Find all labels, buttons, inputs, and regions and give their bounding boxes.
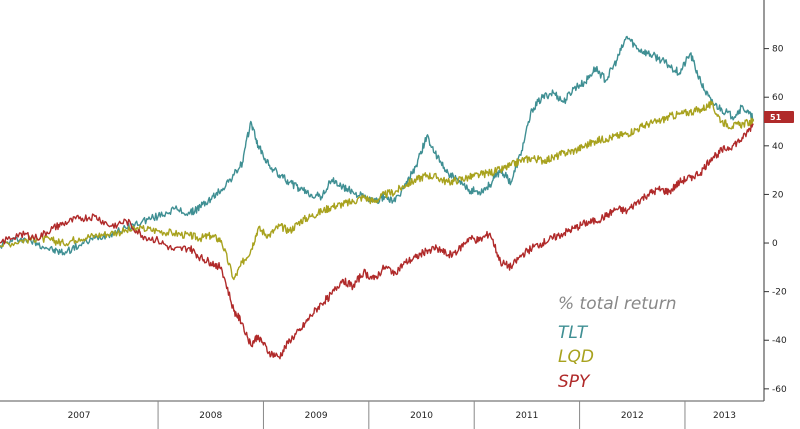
x-tick-label: 2010 (410, 411, 433, 421)
legend-title: % total return (558, 294, 677, 314)
y-tick-label: 40 (772, 142, 784, 152)
y-tick-label: -60 (772, 385, 787, 395)
x-tick-label: 2008 (199, 411, 222, 421)
x-tick-label: 2012 (621, 411, 644, 421)
last-value-badge: 51 (764, 111, 794, 123)
y-tick-label: 20 (772, 190, 784, 200)
series-layer (0, 35, 755, 360)
x-tick-label: 2013 (713, 411, 736, 421)
y-tick-label: -40 (772, 336, 787, 346)
y-axis: -60 -40 -20 0 20 40 60 80 (764, 45, 787, 395)
x-tick-label: 2007 (68, 411, 91, 421)
last-value-badge-box (764, 111, 794, 123)
last-value-label: 51 (770, 113, 782, 122)
legend-entry-lqd: LQD (558, 347, 594, 367)
series-line-tlt (0, 35, 755, 256)
series-line-spy (0, 123, 754, 360)
y-tick-label: 0 (772, 239, 778, 249)
y-tick-label: 60 (772, 93, 784, 103)
x-tick-label: 2009 (305, 411, 328, 421)
legend-entry-tlt: TLT (558, 323, 589, 343)
legend-entry-spy: SPY (558, 372, 591, 392)
y-tick-label: 80 (772, 45, 784, 55)
x-tick-label: 2011 (515, 411, 538, 421)
series-line-lqd (0, 100, 755, 281)
legend: % total return TLT LQD SPY (558, 294, 677, 392)
y-tick-label: -20 (772, 288, 787, 298)
x-axis: 2007 2008 2009 2010 2011 2012 2013 (0, 400, 764, 429)
